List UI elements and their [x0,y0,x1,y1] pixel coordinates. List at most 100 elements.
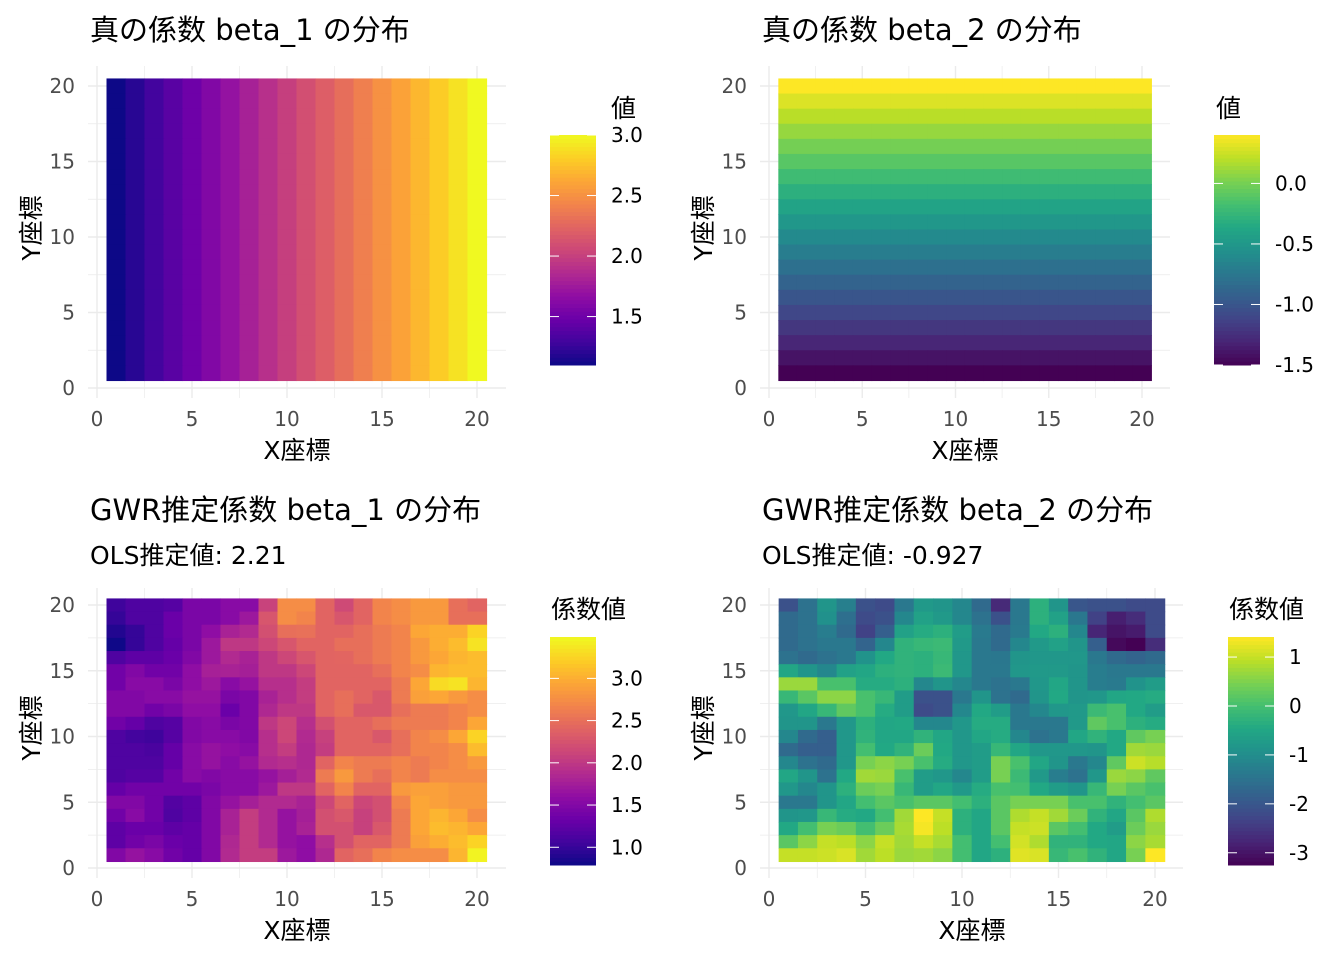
heatmap-cell [983,350,1003,366]
heatmap-cell [315,756,336,770]
heatmap-cell [125,637,146,652]
heatmap-cell [815,350,835,366]
heatmap-cell [372,123,393,140]
heatmap-cell [353,229,374,246]
heatmap-cell [258,214,279,231]
heatmap-cell [1068,821,1089,836]
heatmap-cell [467,677,488,692]
heatmap-cell [1010,743,1031,757]
x-tick-label: 15 [1046,887,1071,911]
heatmap-cell [946,153,966,170]
heatmap-cell [855,703,876,718]
heatmap-cell [239,651,260,665]
heatmap-cell [797,637,818,652]
heatmap-cell [836,703,857,718]
heatmap-cell [448,821,469,836]
heatmap-cell [855,795,876,810]
heatmap-cell [258,138,279,155]
heatmap-cell [277,184,298,200]
heatmap-cell [372,624,393,639]
colorbar-segment [550,709,596,714]
colorbar-segment [1214,215,1260,220]
heatmap-cell [836,677,857,692]
heatmap-cell [1068,664,1089,678]
y-tick-label: 10 [722,225,747,249]
heatmap-cell [201,808,222,823]
heatmap-cell [334,229,355,246]
heatmap-cell [353,664,374,678]
heatmap-cell [429,259,450,276]
heatmap-cell [1002,184,1022,200]
heatmap-cell [952,703,973,718]
colorbar-segment [550,861,596,866]
heatmap-cell [334,624,355,639]
heatmap-cell [913,821,934,836]
heatmap-cell [391,138,412,155]
heatmap-cell [875,729,896,744]
heatmap-cell [871,123,891,140]
heatmap-cell [927,78,947,95]
heatmap-cell [927,335,947,351]
heatmap-cell [315,848,336,863]
heatmap-cell [334,320,355,336]
heatmap-cell [1095,169,1115,185]
colorbar-segment [1228,811,1274,817]
heatmap-cell [817,729,838,744]
heatmap-cell [1076,138,1096,155]
colorbar-segment [550,276,596,282]
heatmap-cell [277,611,298,626]
colorbar-segment [1214,334,1260,339]
colorbar-segment [550,640,596,646]
heatmap-cell [1132,184,1152,200]
heatmap-cell [410,782,431,797]
heatmap-cell [797,677,818,692]
heatmap-cell [448,335,469,351]
heatmap-cell [448,703,469,718]
heatmap-cell [239,821,260,836]
colorbar-segment [1228,701,1274,706]
heatmap-cell [1145,769,1166,784]
heatmap-cell [1048,835,1069,849]
heatmap-cell [1039,335,1059,351]
y-tick-label: 0 [734,376,747,400]
colorbar-segment [1228,781,1274,786]
heatmap-cell [448,138,469,155]
heatmap-cell [144,611,165,626]
colorbar-segment [1228,842,1274,847]
heatmap-cell [334,184,355,200]
heatmap-cell [125,782,146,797]
heatmap-cell [296,365,317,382]
heatmap-cell [391,93,412,110]
heatmap-cell [796,78,817,95]
heatmap-cell [913,743,934,757]
heatmap-cell [239,259,260,276]
heatmap-cell [1048,677,1069,692]
heatmap-cell [933,848,953,863]
colorbar-segment [550,307,596,312]
heatmap-cell [163,199,184,215]
heatmap-cell [201,651,222,665]
heatmap-cell [106,335,127,351]
heatmap-cell [890,320,910,336]
heatmap-cell [1068,782,1089,797]
heatmap-cell [796,244,817,261]
heatmap-cell [1048,795,1069,810]
panel-title: 真の係数 beta_2 の分布 [762,13,1082,47]
heatmap-cell [258,598,279,613]
heatmap-cell [353,756,374,770]
heatmap-cell [182,335,203,351]
heatmap-cell [277,729,298,744]
legend-tick-label: 2.5 [611,184,643,208]
heatmap-cell [448,664,469,678]
x-tick-label: 10 [949,887,974,911]
heatmap-cell [964,274,985,291]
heatmap-cell [1106,769,1127,784]
heatmap-cell [277,304,298,321]
heatmap-cell [778,769,799,784]
colorbar-segment [1214,234,1260,239]
heatmap-cell [144,677,165,692]
heatmap-cell [964,184,985,200]
heatmap-cell [964,169,985,185]
heatmap-cell [315,335,336,351]
heatmap-cell [296,108,317,125]
